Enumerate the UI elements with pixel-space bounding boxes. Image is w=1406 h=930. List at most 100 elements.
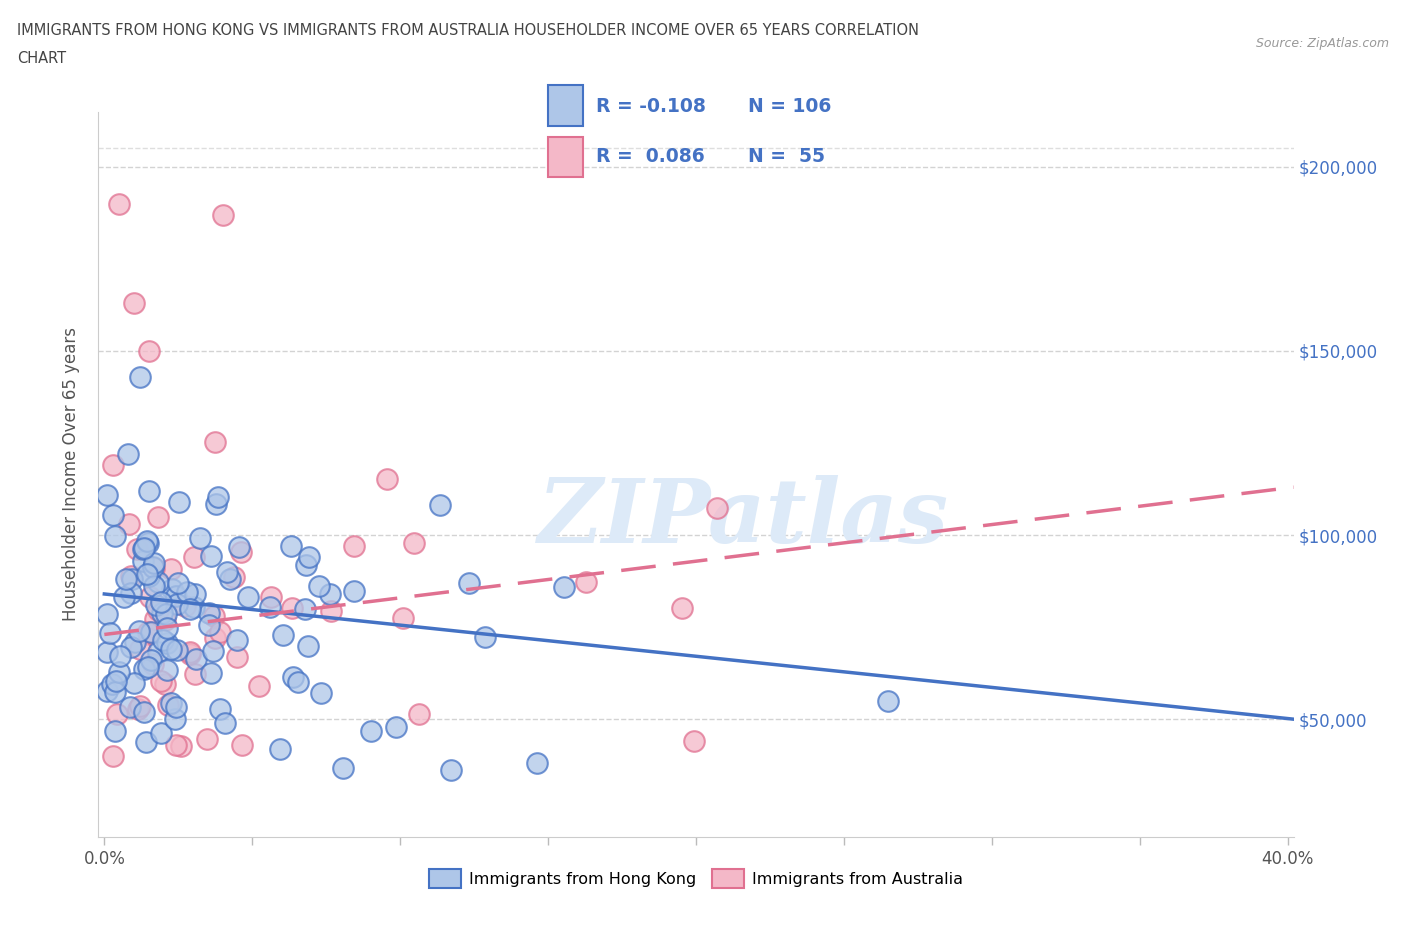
Point: [128, 623, 150, 638]
Point: [142, 560, 165, 575]
Point: [132, 704, 155, 719]
Point: [142, 561, 165, 576]
Point: [145, 598, 167, 613]
Point: [222, 570, 245, 585]
Point: [104, 684, 127, 699]
Point: [150, 674, 173, 689]
Point: [143, 578, 166, 593]
Y-axis label: Householder Income Over 65 years: Householder Income Over 65 years: [62, 327, 80, 621]
Point: [118, 699, 141, 714]
Point: [166, 643, 188, 658]
Point: [150, 605, 173, 620]
Point: [706, 500, 728, 515]
Point: [214, 715, 236, 730]
Point: [138, 343, 160, 358]
Point: [104, 724, 127, 738]
Point: [160, 582, 183, 597]
Point: [209, 625, 232, 640]
Point: [319, 604, 342, 618]
Point: [138, 568, 160, 583]
Point: [294, 558, 316, 573]
Text: Source: ZipAtlas.com: Source: ZipAtlas.com: [1256, 37, 1389, 50]
Point: [146, 644, 169, 659]
Point: [332, 761, 354, 776]
Point: [269, 741, 291, 756]
Point: [375, 472, 398, 486]
Point: [343, 538, 366, 553]
Point: [132, 553, 155, 568]
Point: [204, 435, 226, 450]
Point: [165, 737, 187, 752]
Point: [120, 569, 142, 584]
Point: [150, 725, 173, 740]
Point: [136, 625, 159, 640]
Point: [136, 659, 159, 674]
Point: [129, 642, 152, 657]
Point: [553, 579, 575, 594]
Text: R = -0.108: R = -0.108: [596, 97, 706, 116]
Point: [226, 650, 249, 665]
Point: [100, 676, 122, 691]
Point: [153, 612, 176, 627]
Point: [136, 567, 159, 582]
Text: ZIPatlas: ZIPatlas: [538, 474, 949, 561]
Point: [141, 653, 163, 668]
Point: [146, 603, 169, 618]
Text: N =  55: N = 55: [748, 147, 825, 166]
Point: [165, 589, 187, 604]
Point: [160, 642, 183, 657]
Point: [429, 498, 451, 512]
Point: [159, 696, 181, 711]
Point: [200, 666, 222, 681]
FancyBboxPatch shape: [548, 86, 582, 126]
Point: [167, 495, 190, 510]
Point: [179, 602, 201, 617]
Text: N = 106: N = 106: [748, 97, 831, 116]
Point: [122, 296, 145, 311]
Point: [259, 590, 281, 604]
Point: [458, 576, 481, 591]
Point: [96, 606, 118, 621]
Point: [143, 556, 166, 571]
FancyBboxPatch shape: [548, 137, 582, 178]
Point: [297, 639, 319, 654]
Point: [360, 724, 382, 738]
Point: [103, 749, 125, 764]
Text: CHART: CHART: [17, 51, 66, 66]
Point: [392, 610, 415, 625]
Point: [343, 584, 366, 599]
Point: [156, 662, 179, 677]
Point: [104, 673, 127, 688]
Point: [120, 585, 142, 600]
Point: [141, 625, 163, 640]
Point: [156, 636, 179, 651]
Point: [110, 649, 132, 664]
Point: [173, 598, 195, 613]
Point: [188, 531, 211, 546]
Point: [247, 679, 270, 694]
Point: [155, 606, 177, 621]
Point: [128, 369, 150, 384]
Point: [138, 484, 160, 498]
Point: [138, 627, 160, 642]
Point: [165, 699, 187, 714]
Point: [107, 664, 129, 679]
Point: [108, 196, 131, 211]
Point: [166, 576, 188, 591]
Point: [183, 550, 205, 565]
Point: [281, 601, 304, 616]
Point: [179, 645, 201, 660]
Point: [98, 626, 121, 641]
Point: [671, 601, 693, 616]
Point: [184, 651, 207, 666]
Point: [259, 600, 281, 615]
Point: [170, 738, 193, 753]
Point: [135, 735, 157, 750]
Point: [118, 517, 141, 532]
Point: [105, 707, 128, 722]
Point: [122, 676, 145, 691]
Point: [205, 497, 228, 512]
Point: [231, 737, 253, 752]
Point: [96, 644, 118, 659]
Point: [156, 698, 179, 712]
